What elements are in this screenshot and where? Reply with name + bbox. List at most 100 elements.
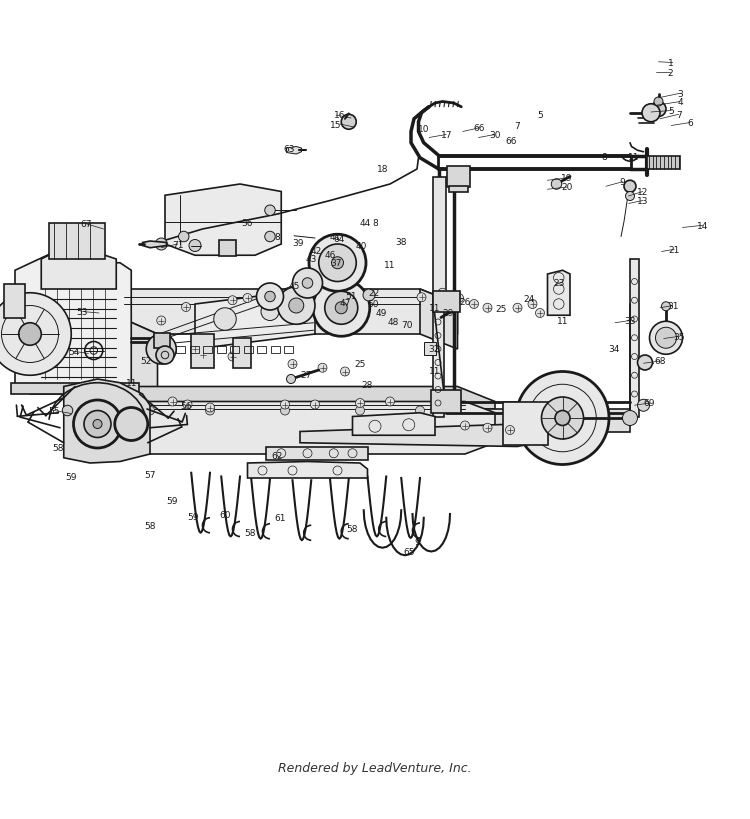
- Polygon shape: [142, 242, 166, 248]
- Bar: [230, 346, 239, 353]
- Text: 26: 26: [459, 298, 471, 307]
- Text: 43: 43: [305, 256, 317, 265]
- Circle shape: [483, 423, 492, 432]
- Circle shape: [265, 232, 275, 242]
- Text: 32: 32: [427, 345, 439, 354]
- Text: 59: 59: [166, 496, 178, 505]
- Circle shape: [356, 406, 364, 415]
- Text: 13: 13: [637, 197, 649, 206]
- Circle shape: [332, 257, 344, 269]
- Circle shape: [265, 206, 275, 216]
- Text: 17: 17: [440, 131, 452, 140]
- Bar: [448, 186, 468, 192]
- Circle shape: [356, 399, 364, 408]
- Circle shape: [156, 346, 174, 364]
- Polygon shape: [630, 260, 639, 417]
- Bar: [646, 156, 680, 170]
- Circle shape: [483, 304, 492, 313]
- Circle shape: [416, 406, 424, 415]
- Circle shape: [516, 372, 609, 465]
- Text: 4: 4: [677, 98, 683, 106]
- Circle shape: [542, 397, 584, 440]
- Text: 31: 31: [667, 301, 679, 310]
- Text: 19: 19: [561, 174, 573, 183]
- Text: 58: 58: [244, 528, 256, 537]
- Text: 33: 33: [624, 317, 636, 326]
- Bar: [217, 346, 226, 353]
- Bar: [284, 346, 293, 353]
- Circle shape: [74, 400, 122, 449]
- Circle shape: [318, 364, 327, 373]
- Text: 52: 52: [140, 356, 152, 365]
- Text: 5: 5: [537, 111, 543, 120]
- Bar: [447, 167, 470, 188]
- Polygon shape: [300, 424, 548, 447]
- Circle shape: [189, 240, 201, 252]
- Polygon shape: [64, 379, 150, 464]
- Text: 1: 1: [668, 59, 674, 68]
- Text: 66: 66: [506, 137, 518, 146]
- Circle shape: [325, 292, 358, 325]
- Text: 8: 8: [602, 152, 608, 161]
- Text: 45: 45: [288, 282, 300, 291]
- Circle shape: [319, 245, 356, 283]
- Polygon shape: [433, 305, 444, 417]
- Circle shape: [626, 192, 634, 201]
- Text: 63: 63: [283, 144, 295, 153]
- Polygon shape: [424, 342, 436, 355]
- Circle shape: [146, 335, 176, 364]
- Polygon shape: [124, 387, 495, 410]
- Text: 47: 47: [339, 299, 351, 308]
- Circle shape: [536, 309, 544, 318]
- Text: 27: 27: [300, 370, 312, 379]
- Circle shape: [363, 290, 375, 301]
- Circle shape: [289, 299, 304, 314]
- Text: 10: 10: [418, 124, 430, 133]
- Circle shape: [638, 400, 650, 412]
- Text: 66: 66: [473, 124, 485, 133]
- Text: 48: 48: [387, 317, 399, 326]
- Polygon shape: [433, 177, 446, 305]
- Text: 7: 7: [676, 111, 682, 120]
- Circle shape: [155, 238, 167, 251]
- Text: 64: 64: [333, 234, 345, 243]
- Circle shape: [228, 352, 237, 361]
- Circle shape: [386, 397, 394, 406]
- Circle shape: [146, 406, 154, 415]
- Text: Rendered by LeadVenture, Inc.: Rendered by LeadVenture, Inc.: [278, 761, 472, 774]
- Text: 39: 39: [292, 238, 304, 247]
- Polygon shape: [124, 290, 457, 335]
- Text: 41: 41: [329, 233, 341, 242]
- Text: 38: 38: [395, 238, 407, 247]
- Text: 7: 7: [514, 122, 520, 131]
- Bar: [431, 391, 461, 414]
- Bar: [49, 224, 105, 260]
- Text: 71: 71: [172, 240, 184, 249]
- Text: 58: 58: [144, 521, 156, 530]
- Text: 30: 30: [489, 131, 501, 140]
- Polygon shape: [266, 447, 368, 460]
- Circle shape: [280, 406, 290, 415]
- Text: 11: 11: [429, 304, 441, 313]
- Circle shape: [310, 400, 320, 410]
- Bar: [433, 291, 460, 312]
- Circle shape: [642, 105, 660, 123]
- Text: 3: 3: [677, 89, 683, 98]
- Circle shape: [93, 420, 102, 429]
- Text: 60: 60: [219, 510, 231, 519]
- Text: 57: 57: [144, 470, 156, 479]
- Bar: [203, 346, 212, 353]
- Text: 14: 14: [697, 221, 709, 230]
- Circle shape: [654, 98, 663, 106]
- Bar: [190, 346, 199, 353]
- Circle shape: [214, 309, 236, 331]
- Circle shape: [0, 293, 71, 376]
- Bar: [271, 346, 280, 353]
- Text: 53: 53: [76, 308, 88, 317]
- Text: 11: 11: [384, 260, 396, 269]
- Text: 9: 9: [620, 178, 626, 187]
- Polygon shape: [15, 245, 131, 395]
- Circle shape: [341, 115, 356, 130]
- Bar: [154, 333, 170, 348]
- Circle shape: [470, 300, 478, 309]
